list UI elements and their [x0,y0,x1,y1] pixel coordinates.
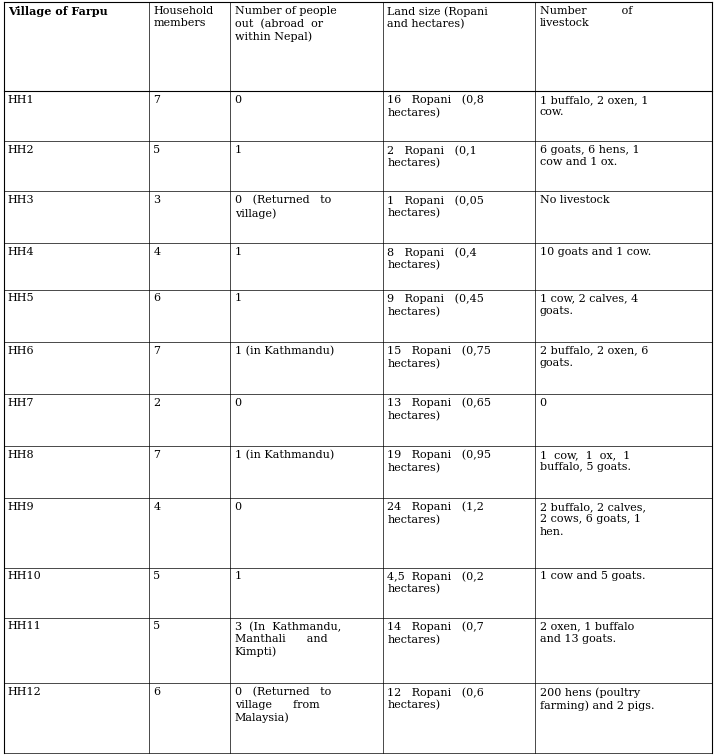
Text: 4: 4 [153,247,160,257]
Text: 5: 5 [153,145,160,155]
Text: 6: 6 [153,687,160,697]
Text: 200 hens (poultry
farming) and 2 pigs.: 200 hens (poultry farming) and 2 pigs. [540,687,654,710]
Text: 7: 7 [153,346,160,356]
Text: 1 cow, 2 calves, 4
goats.: 1 cow, 2 calves, 4 goats. [540,294,638,316]
Text: HH10: HH10 [8,572,42,581]
Text: 2   Ropani   (0,1
hectares): 2 Ropani (0,1 hectares) [387,145,477,168]
Text: HH1: HH1 [8,95,34,105]
Text: 1: 1 [235,572,242,581]
Text: 1: 1 [235,247,242,257]
Text: 2 oxen, 1 buffalo
and 13 goats.: 2 oxen, 1 buffalo and 13 goats. [540,621,634,644]
Text: 0   (Returned   to
village): 0 (Returned to village) [235,195,331,218]
Text: Household
members: Household members [153,6,213,29]
Text: HH9: HH9 [8,502,34,512]
Text: No livestock: No livestock [540,195,609,205]
Text: 19   Ropani   (0,95
hectares): 19 Ropani (0,95 hectares) [387,450,491,473]
Text: 0: 0 [235,398,242,408]
Text: Village of Farpu: Village of Farpu [8,6,107,17]
Text: HH12: HH12 [8,687,42,697]
Text: HH3: HH3 [8,195,34,205]
Text: HH4: HH4 [8,247,34,257]
Text: 3  (In  Kathmandu,
Manthali      and
Kimpti): 3 (In Kathmandu, Manthali and Kimpti) [235,621,341,658]
Text: 5: 5 [153,572,160,581]
Text: 2 buffalo, 2 calves,
2 cows, 6 goats, 1
hen.: 2 buffalo, 2 calves, 2 cows, 6 goats, 1 … [540,502,646,537]
Text: HH8: HH8 [8,450,34,460]
Text: 3: 3 [153,195,160,205]
Text: 10 goats and 1 cow.: 10 goats and 1 cow. [540,247,651,257]
Text: 2 buffalo, 2 oxen, 6
goats.: 2 buffalo, 2 oxen, 6 goats. [540,346,648,368]
Text: HH2: HH2 [8,145,34,155]
Text: 1: 1 [235,294,242,304]
Text: 1 cow and 5 goats.: 1 cow and 5 goats. [540,572,645,581]
Text: 7: 7 [153,450,160,460]
Text: 24   Ropani   (1,2
hectares): 24 Ropani (1,2 hectares) [387,502,484,525]
Text: Land size (Ropani
and hectares): Land size (Ropani and hectares) [387,6,488,29]
Text: 4: 4 [153,502,160,512]
Text: 6 goats, 6 hens, 1
cow and 1 ox.: 6 goats, 6 hens, 1 cow and 1 ox. [540,145,639,168]
Text: HH11: HH11 [8,621,42,631]
Text: 1   Ropani   (0,05
hectares): 1 Ropani (0,05 hectares) [387,195,484,218]
Text: 8   Ropani   (0,4
hectares): 8 Ropani (0,4 hectares) [387,247,477,270]
Text: 13   Ropani   (0,65
hectares): 13 Ropani (0,65 hectares) [387,398,491,421]
Text: 1 (in Kathmandu): 1 (in Kathmandu) [235,346,334,356]
Text: 2: 2 [153,398,160,408]
Text: 1  cow,  1  ox,  1
buffalo, 5 goats.: 1 cow, 1 ox, 1 buffalo, 5 goats. [540,450,631,472]
Text: Number of people
out  (abroad  or
within Nepal): Number of people out (abroad or within N… [235,6,337,42]
Text: 12   Ropani   (0,6
hectares): 12 Ropani (0,6 hectares) [387,687,484,710]
Text: Number          of
livestock: Number of livestock [540,6,632,29]
Text: 6: 6 [153,294,160,304]
Text: 4,5  Ropani   (0,2
hectares): 4,5 Ropani (0,2 hectares) [387,572,484,595]
Text: HH5: HH5 [8,294,34,304]
Text: HH7: HH7 [8,398,34,408]
Text: 0   (Returned   to
village      from
Malaysia): 0 (Returned to village from Malaysia) [235,687,331,723]
Text: 15   Ropani   (0,75
hectares): 15 Ropani (0,75 hectares) [387,346,491,369]
Text: 0: 0 [235,502,242,512]
Text: 1: 1 [235,145,242,155]
Text: 7: 7 [153,95,160,105]
Text: 0: 0 [540,398,546,408]
Text: 5: 5 [153,621,160,631]
Text: 0: 0 [235,95,242,105]
Text: 1 buffalo, 2 oxen, 1
cow.: 1 buffalo, 2 oxen, 1 cow. [540,95,648,117]
Text: 1 (in Kathmandu): 1 (in Kathmandu) [235,450,334,460]
Text: HH6: HH6 [8,346,34,356]
Text: 9   Ropani   (0,45
hectares): 9 Ropani (0,45 hectares) [387,294,484,317]
Text: 16   Ropani   (0,8
hectares): 16 Ropani (0,8 hectares) [387,95,484,118]
Text: 14   Ropani   (0,7
hectares): 14 Ropani (0,7 hectares) [387,621,484,645]
